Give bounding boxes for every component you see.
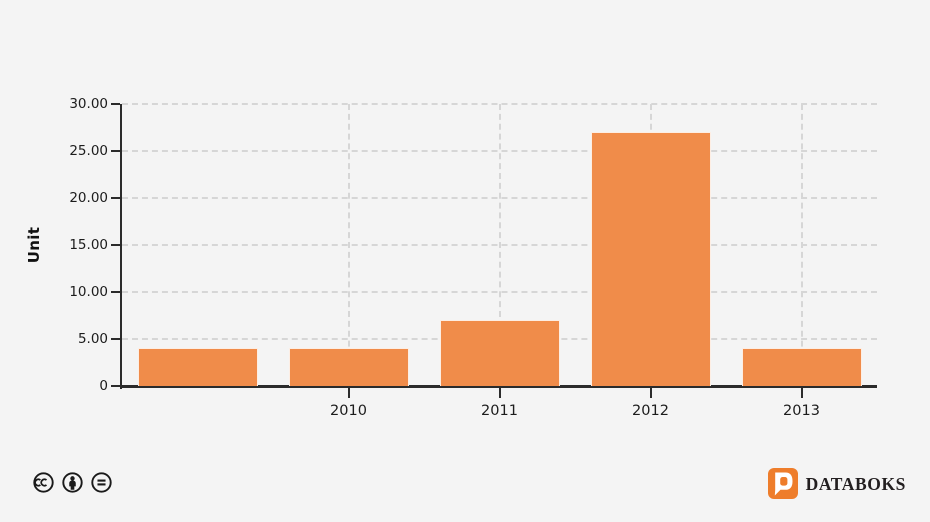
- y-tick: [111, 291, 120, 293]
- x-tick-label: 2011: [481, 403, 518, 419]
- brand-logo[interactable]: DATABOKS: [767, 468, 906, 500]
- y-tick-label: 20.00: [69, 190, 108, 206]
- y-tick: [111, 197, 120, 199]
- x-tick: [649, 388, 652, 398]
- databoks-logo-icon: [767, 468, 798, 499]
- y-tick-label: 30.00: [69, 96, 108, 112]
- bar-2011[interactable]: [439, 320, 560, 386]
- x-tick-label: 2012: [632, 403, 669, 419]
- y-tick-label: 5.00: [77, 331, 108, 347]
- y-tick: [111, 103, 120, 105]
- bar-unlabeled[interactable]: [137, 348, 258, 386]
- x-tick: [800, 388, 803, 398]
- bar-2013[interactable]: [741, 348, 862, 386]
- bar-2012[interactable]: [590, 132, 711, 386]
- brand-name: DATABOKS: [805, 473, 906, 494]
- x-tick: [347, 388, 350, 398]
- x-tick-label: 2013: [783, 403, 820, 419]
- cc-icon[interactable]: [32, 471, 55, 494]
- bar-2010[interactable]: [288, 348, 409, 386]
- v-gridline: [800, 104, 803, 386]
- no-derivatives-icon[interactable]: [90, 471, 113, 494]
- attribution-icon[interactable]: [61, 471, 84, 494]
- y-axis-line: [120, 104, 122, 389]
- y-tick-label: 0: [99, 378, 108, 394]
- y-tick: [111, 244, 120, 246]
- plot-area: [122, 103, 877, 386]
- x-tick: [498, 388, 501, 398]
- license-badges: [32, 471, 113, 494]
- y-tick: [111, 385, 120, 387]
- y-tick-label: 15.00: [69, 237, 108, 253]
- x-axis-line: [120, 385, 877, 388]
- y-tick: [111, 338, 120, 340]
- y-tick-label: 25.00: [69, 143, 108, 159]
- x-tick-label: 2010: [330, 403, 367, 419]
- y-tick-label: 10.00: [69, 284, 108, 300]
- v-gridline: [498, 104, 501, 386]
- v-gridline: [347, 104, 350, 386]
- y-tick: [111, 150, 120, 152]
